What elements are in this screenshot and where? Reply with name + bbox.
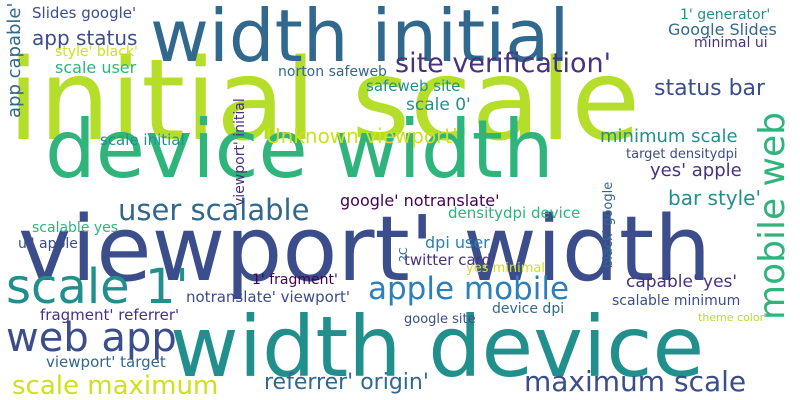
- word-theme-color: theme color': [698, 311, 768, 324]
- word-densitydpi-device: densitydpi device: [448, 204, 581, 222]
- word-1-generator: 1' generator': [680, 7, 771, 23]
- word-2c: 2C: [397, 247, 410, 262]
- word-mobile-web: mobile web: [752, 112, 793, 320]
- word-width-initial: width initial: [150, 0, 570, 78]
- word-minimal-ui: minimal ui: [694, 35, 768, 51]
- word-minimum-scale: minimum scale: [600, 126, 738, 147]
- word-scalable-minimum: scalable minimum: [612, 293, 741, 309]
- word-app-status: app status: [32, 26, 138, 50]
- word-yes-minimal: yes minimal: [466, 261, 545, 276]
- word-viewport-width: viewport' width: [18, 197, 712, 302]
- word-apple-mobile: apple mobile: [368, 271, 570, 307]
- word-1-fragment: 1' fragment': [252, 272, 338, 288]
- word-user-scalable: user scalable: [118, 193, 310, 227]
- word-app-capable: app capable': [4, 2, 25, 118]
- word-capable-yes: capable' yes': [626, 272, 738, 292]
- word-referrer-origin: referrer' origin': [264, 370, 429, 395]
- word-site-verification: site verification': [395, 48, 612, 79]
- word-web-app: web app: [6, 315, 177, 361]
- word-dpi-user: dpi user: [425, 233, 490, 252]
- word-scale-0: scale 0': [406, 95, 471, 115]
- word-status-bar: status bar: [654, 76, 766, 101]
- word-device-dpi: device dpi: [492, 301, 565, 317]
- word-width-device: width device: [170, 298, 705, 396]
- word-black-google: black' google: [601, 181, 616, 268]
- word-notranslate-viewport: notranslate' viewport': [186, 288, 351, 306]
- word-scale-initial: scale initial: [100, 131, 185, 149]
- word-scale-1: scale 1': [6, 259, 189, 315]
- word-style-black: style' black': [55, 44, 138, 60]
- word-google-site: google site: [404, 312, 476, 327]
- word-bar-style: bar style': [668, 186, 761, 210]
- word-twitter-card: twitter card': [404, 251, 496, 269]
- word-target-densitydpi: target densitydpi: [626, 147, 738, 162]
- word-yes-apple: yes' apple: [650, 160, 742, 181]
- word-unknown-viewport: Unknown viewport': [266, 124, 458, 148]
- word-maximum-scale: maximum scale: [524, 365, 747, 398]
- word-scale-user: scale user: [55, 58, 137, 77]
- word-viewport-initial: viewport' initial: [232, 98, 248, 206]
- word-safeweb-site: safeweb site: [366, 77, 461, 95]
- word-device-width: device width: [45, 103, 554, 196]
- word-ui-apple: ui' apple: [18, 236, 78, 252]
- word-viewport-target: viewport' target: [46, 353, 166, 371]
- word-initial-scale: initial scale: [8, 36, 641, 166]
- word-scalable-yes: scalable yes: [32, 220, 119, 236]
- word-norton-safeweb: norton safeweb: [278, 64, 387, 80]
- word-scale-maximum: scale maximum: [12, 371, 219, 400]
- word-slides-google: Slides google': [32, 4, 137, 22]
- word-google-slides: Google Slides: [668, 20, 777, 39]
- word-fragment-referrer: fragment' referrer': [40, 306, 180, 324]
- word-google-notranslate: google' notranslate': [340, 191, 500, 210]
